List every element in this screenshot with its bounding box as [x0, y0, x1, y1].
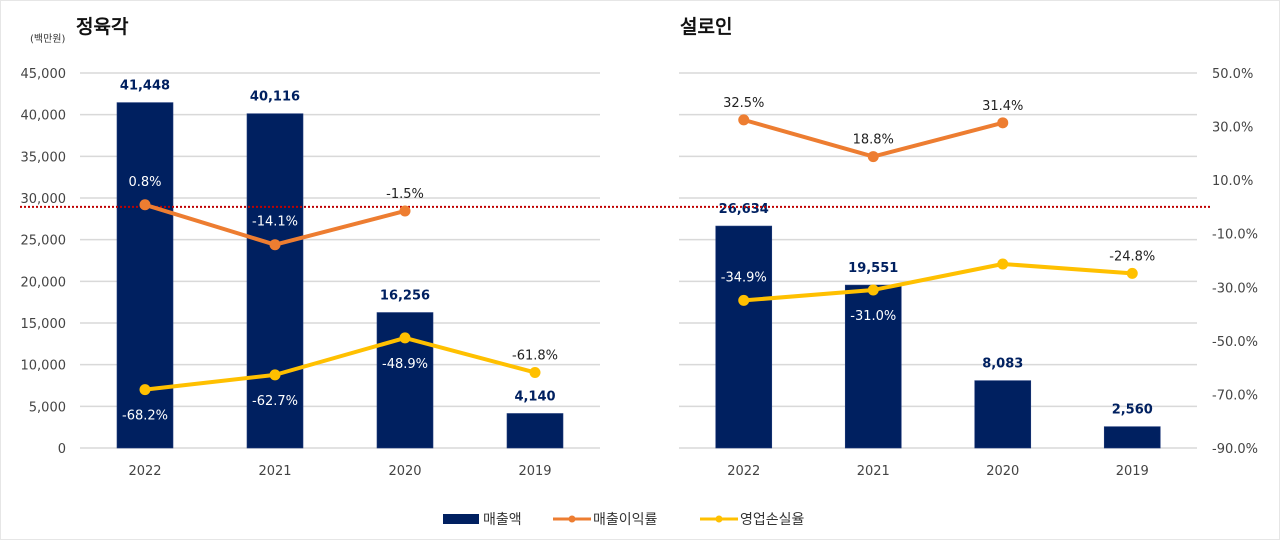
legend-item: 매출이익률	[553, 512, 658, 528]
data-point	[139, 384, 151, 396]
line-data-label: 32.5%	[723, 96, 764, 111]
chart-seolloin: 설로인 50.0% 30.0% 10.0% -10.0% -30.0% -50.0% -70…	[679, 16, 1258, 479]
y-tick-label: -50.0%	[1212, 335, 1258, 350]
y-tick-label: 20,000	[21, 275, 67, 290]
chart-title: 정육각	[76, 16, 129, 38]
bar-data-label: 40,116	[250, 90, 300, 105]
y-tick-label: 10.0%	[1212, 174, 1253, 189]
y-axis-right: 50.0% 30.0% 10.0% -10.0% -30.0% -50.0% -70.0% -…	[1212, 67, 1258, 457]
line-data-label: 31.4%	[982, 99, 1023, 114]
line-data-label: -14.1%	[252, 215, 298, 230]
y-tick-label: 45,000	[21, 67, 67, 82]
data-point	[867, 151, 879, 163]
bar	[974, 380, 1032, 449]
y-tick-label: -30.0%	[1212, 281, 1258, 296]
legend-item: 매출액	[443, 512, 522, 528]
data-point	[399, 332, 411, 344]
line-data-label: -48.9%	[382, 357, 428, 372]
data-point	[269, 239, 281, 251]
data-point	[738, 114, 750, 126]
bar	[844, 284, 902, 449]
x-tick-label: 2021	[258, 464, 291, 479]
x-tick-label: 2022	[727, 464, 760, 479]
legend: 매출액 매출이익률 영업손실율	[443, 512, 805, 528]
line-data-label: 0.8%	[128, 175, 161, 190]
bar	[1103, 426, 1161, 449]
chart-title: 설로인	[680, 16, 732, 38]
bar-data-label: 26,634	[719, 202, 769, 217]
data-point	[1126, 267, 1138, 279]
x-tick-label: 2022	[128, 464, 161, 479]
y-tick-label: 5,000	[29, 400, 66, 415]
y-tick-label: -10.0%	[1212, 228, 1258, 243]
bar-data-label: 8,083	[982, 357, 1023, 372]
bar-data-label: 4,140	[514, 390, 555, 405]
y-tick-label: 50.0%	[1212, 67, 1253, 82]
bar-data-label: 16,256	[380, 289, 430, 304]
series-line-operating-loss: -34.9% -31.0% -24.8%	[721, 249, 1156, 324]
series-line-gross-margin: 32.5% 18.8% 31.4%	[723, 96, 1023, 163]
y-tick-label: 0	[58, 442, 66, 457]
data-point	[997, 258, 1009, 270]
legend-item: 영업손실율	[700, 512, 805, 528]
data-point	[997, 117, 1009, 129]
bar-data-label: 19,551	[848, 261, 898, 276]
bar-data-label: 2,560	[1112, 403, 1153, 418]
series-bars: 26,634 19,551 8,083 2,560	[715, 202, 1161, 449]
legend-label: 매출액	[483, 512, 522, 528]
line-data-label: -34.9%	[721, 270, 767, 285]
data-point	[399, 205, 411, 217]
line-data-label: -68.2%	[122, 409, 168, 424]
x-tick-label: 2019	[1116, 464, 1149, 479]
y-tick-label: 40,000	[21, 109, 67, 124]
legend-label: 영업손실율	[740, 512, 805, 528]
y-tick-label: 10,000	[21, 359, 67, 374]
y-axis-left: 0 5,000 10,000 15,000 20,000 25,000 30,000 35,0…	[21, 67, 67, 457]
data-point	[738, 294, 750, 306]
data-point	[867, 284, 879, 296]
y-tick-label: -70.0%	[1212, 388, 1258, 403]
series-line	[144, 335, 536, 392]
y-tick-label: 30,000	[21, 192, 67, 207]
legend-swatch-marker	[568, 515, 576, 523]
y-tick-label: 35,000	[21, 150, 67, 165]
series-line	[743, 261, 1133, 303]
x-axis: 2022 2021 2020 2019	[128, 464, 551, 479]
line-data-label: -31.0%	[850, 309, 896, 324]
y-tick-label: 30.0%	[1212, 121, 1253, 136]
x-axis: 2022 2021 2020 2019	[727, 464, 1149, 479]
line-data-label: -62.7%	[252, 394, 298, 409]
y-tick-label: 25,000	[21, 234, 67, 249]
y-tick-label: 15,000	[21, 317, 67, 332]
unit-label: (백만원)	[30, 33, 66, 45]
data-point	[529, 366, 541, 378]
series-line-gross-margin: 0.8% -14.1% -1.5%	[128, 175, 424, 251]
data-point	[269, 369, 281, 381]
legend-swatch-bar	[443, 514, 479, 524]
line-data-label: -24.8%	[1109, 249, 1155, 264]
bar	[116, 102, 174, 449]
line-data-label: 18.8%	[853, 133, 894, 148]
data-point	[139, 199, 151, 211]
x-tick-label: 2020	[388, 464, 421, 479]
x-tick-label: 2021	[857, 464, 890, 479]
x-tick-label: 2020	[986, 464, 1019, 479]
chart-jeongyukgak: (백만원) 정육각 0 5,000 10,000 15,000 20,000 25,000…	[20, 16, 680, 479]
bar	[506, 413, 564, 449]
series-line-operating-loss: -68.2% -62.7% -48.9% -61.8%	[122, 332, 558, 424]
line-data-label: -61.8%	[512, 348, 558, 363]
bar	[246, 113, 304, 449]
legend-label: 매출이익률	[593, 512, 658, 528]
series-bars: 41,448 40,116 16,256 4,140	[116, 79, 564, 449]
y-tick-label: -90.0%	[1212, 442, 1258, 457]
bar-data-label: 41,448	[120, 79, 170, 94]
bar	[715, 225, 773, 449]
line-data-label: -1.5%	[386, 187, 424, 202]
x-tick-label: 2019	[518, 464, 551, 479]
legend-swatch-marker	[715, 515, 723, 523]
